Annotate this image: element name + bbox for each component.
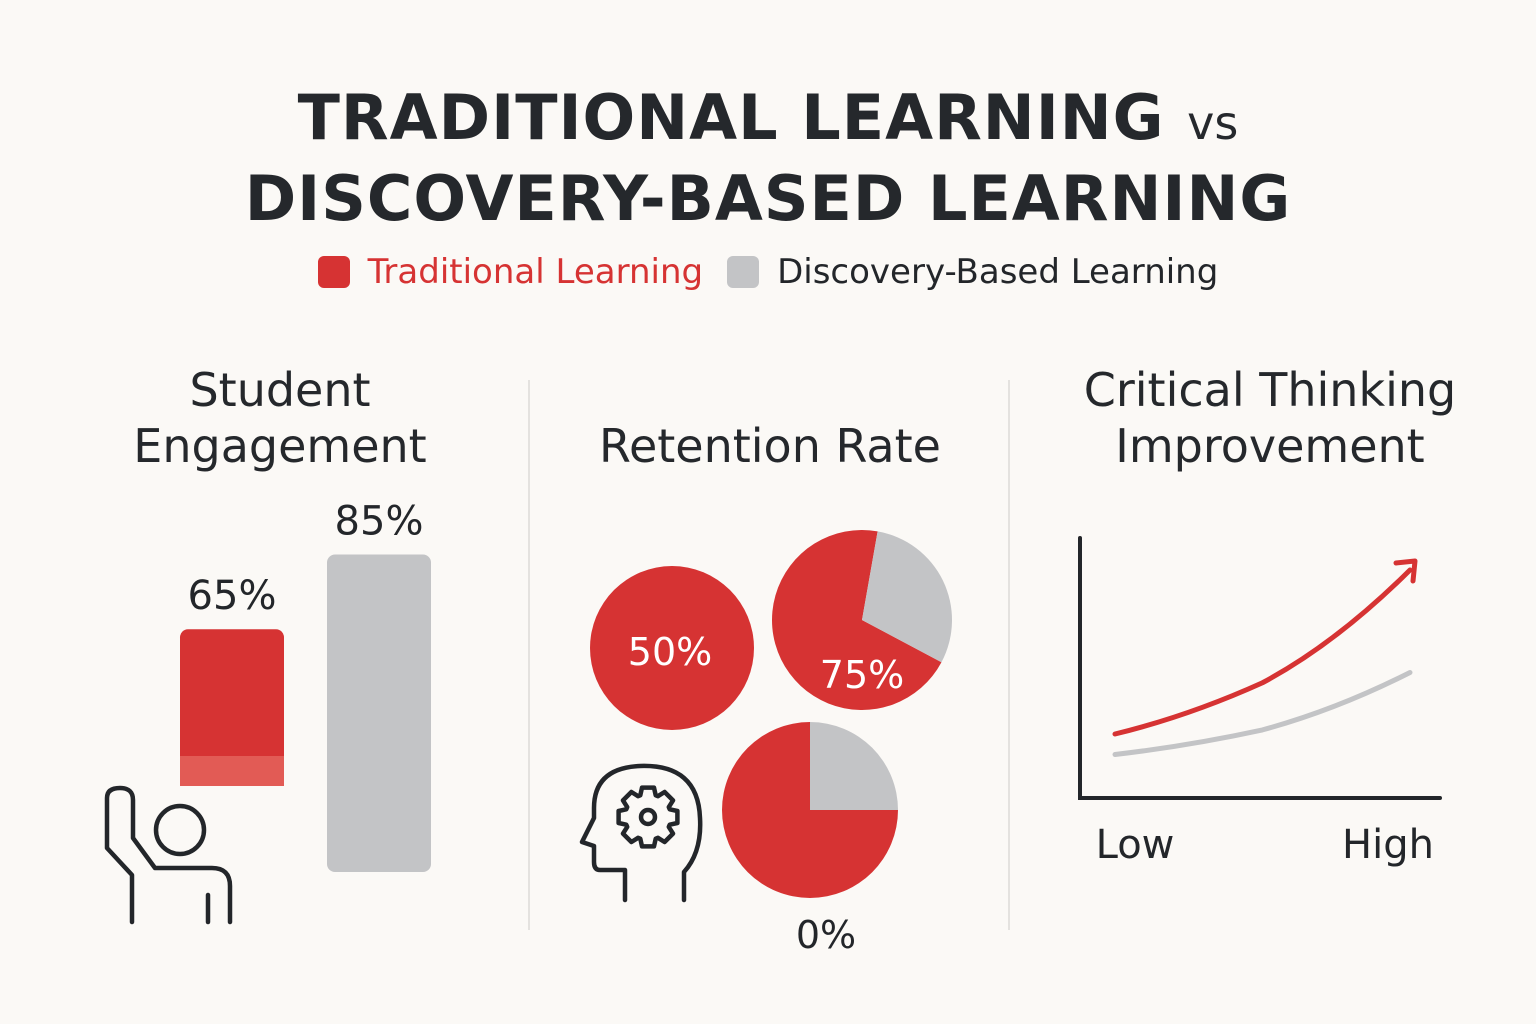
critical-title-line-2: Improvement — [1115, 419, 1425, 473]
head-gear-icon — [579, 763, 703, 903]
axes — [1078, 536, 1442, 800]
retention-pie-2 — [772, 530, 952, 710]
legend: Traditional Learning Discovery-Based Lea… — [0, 252, 1536, 292]
bar-label-discovery: 85% — [335, 499, 424, 545]
title-line-1: TRADITIONAL LEARNING — [297, 81, 1165, 154]
title-vs: vs — [1187, 96, 1239, 150]
divider-right — [1008, 380, 1010, 930]
pie-slice-traditional — [590, 566, 754, 730]
raised-hand-student-icon — [104, 785, 233, 925]
critical-thinking-chart: Low High — [1078, 536, 1442, 868]
bar-label-traditional: 65% — [188, 573, 277, 619]
legend-swatch-traditional — [317, 256, 350, 288]
legend-swatch-discovery — [727, 256, 760, 288]
pie-slice-discovery — [810, 722, 898, 810]
divider-left — [528, 380, 530, 930]
legend-label-traditional: Traditional Learning — [367, 252, 704, 292]
bar-traditional — [180, 629, 284, 786]
line-discovery — [1112, 670, 1413, 757]
engagement-title: Student Engagement — [110, 362, 450, 474]
retention-pie-3 — [722, 722, 898, 898]
arrow-head-icon — [1393, 558, 1418, 584]
pie-label-1: 50% — [628, 630, 712, 674]
gear-shape — [616, 785, 680, 849]
engagement-bar-chart: 65% 85% — [180, 499, 431, 872]
engagement-title-line-1: Student — [189, 363, 371, 417]
pie-label-3: 0% — [796, 913, 856, 957]
bar-traditional-lower-band — [180, 756, 284, 786]
legend-item-traditional: Traditional Learning — [317, 252, 704, 292]
title-line-2: DISCOVERY-BASED LEARNING — [244, 162, 1292, 235]
critical-thinking-title: Critical Thinking Improvement — [1040, 362, 1500, 474]
engagement-title-line-2: Engagement — [133, 419, 427, 473]
critical-title-line-1: Critical Thinking — [1083, 363, 1457, 417]
retention-pie-1 — [590, 566, 754, 730]
legend-item-discovery: Discovery-Based Learning — [727, 252, 1218, 292]
retention-title: Retention Rate — [560, 418, 980, 474]
line-traditional — [1112, 567, 1413, 737]
pie-slice-traditional — [772, 530, 942, 710]
x-tick-high: High — [1342, 822, 1434, 868]
pie-label-2: 75% — [820, 653, 904, 697]
page-title: TRADITIONAL LEARNING vs DISCOVERY-BASED … — [0, 80, 1536, 237]
pie-slice-discovery — [862, 531, 952, 663]
bar-discovery — [327, 554, 431, 872]
retention-title-text: Retention Rate — [599, 419, 941, 473]
x-tick-low: Low — [1096, 822, 1175, 868]
legend-label-discovery: Discovery-Based Learning — [777, 252, 1219, 292]
